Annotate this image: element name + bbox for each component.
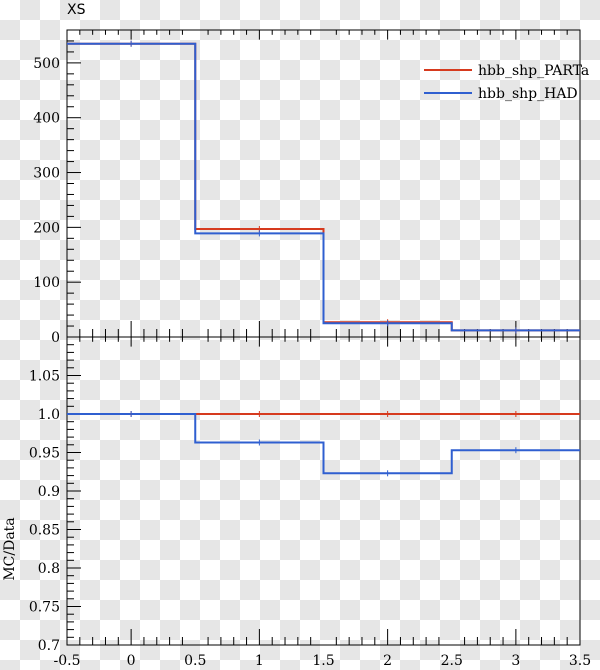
y-tick-label: 0.95	[29, 446, 60, 462]
y-tick-label: 0	[51, 330, 60, 346]
series-line	[67, 42, 580, 332]
ratio-panel: 0.7 0.75 0.8 0.85 0.9 0.95 1.0 1.05 -0.5 0 0.5 1 1.5…	[2, 336, 591, 669]
y-tick-label: 300	[33, 166, 60, 182]
y-tick-label: 0.9	[38, 484, 60, 500]
x-tick-label: 2	[383, 653, 392, 669]
series-line	[67, 413, 580, 475]
y-tick-label: 0.75	[29, 600, 60, 616]
x-tick-label: 0.5	[184, 653, 206, 669]
y-axis-label: XS	[67, 2, 86, 18]
main-panel: 0 100 200 300 400 500 XS	[33, 2, 581, 346]
ratio-frame	[66, 336, 581, 646]
x-tick-label: 2.5	[441, 653, 463, 669]
y-tick-label: 100	[33, 275, 60, 291]
y-tick-label: 0.7	[38, 638, 60, 654]
legend-label: hbb_shp_HAD	[478, 86, 578, 102]
x-tick-label: 1.5	[312, 653, 334, 669]
y-tick-label: 0.85	[29, 523, 60, 539]
x-tick-label: 0	[127, 653, 136, 669]
y-axis-label: MC/Data	[2, 517, 18, 580]
legend-label: hbb_shp_PARTa	[478, 63, 589, 79]
x-tick-label: 3	[511, 653, 520, 669]
y-tick-label: 1.05	[29, 369, 60, 385]
x-tick-label: -0.5	[54, 653, 81, 669]
y-tick-label: 1.0	[38, 407, 60, 423]
y-tick-label: 200	[33, 220, 60, 236]
y-tick-label: 0.8	[38, 561, 60, 577]
x-tick-label: 3.5	[569, 653, 591, 669]
x-tick-label: 1	[255, 653, 264, 669]
y-tick-label: 500	[33, 56, 60, 72]
y-tick-label: 400	[33, 111, 60, 127]
legend: hbb_shp_PARTa hbb_shp_HAD	[424, 63, 589, 102]
